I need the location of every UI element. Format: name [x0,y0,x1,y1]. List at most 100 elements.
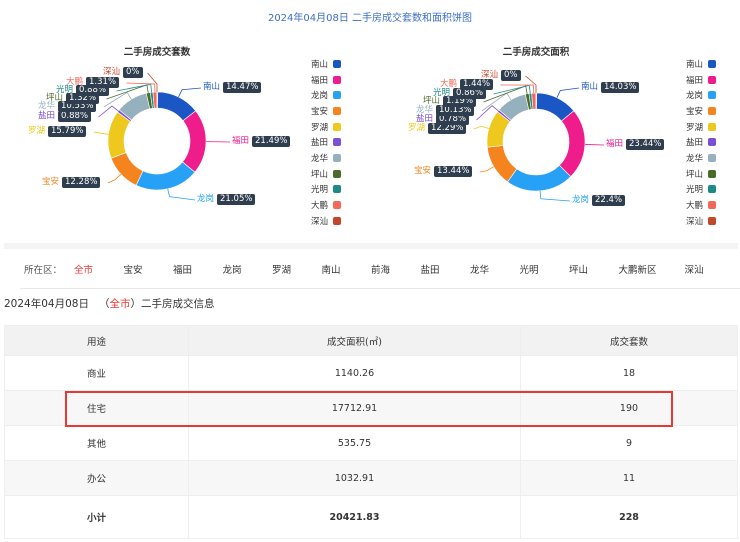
legend-swatch [708,153,716,162]
label-value: 1.44% [460,79,494,90]
legend-item[interactable]: 南山 [670,56,716,72]
district-5[interactable]: 南山 [321,265,341,276]
district-6[interactable]: 前海 [371,265,391,276]
label-name: 坪山 [423,96,441,106]
slice-龙岗[interactable] [135,161,196,191]
legend-label: 光明 [310,185,328,196]
legend-item[interactable]: 深汕 [670,213,716,229]
legend-item[interactable]: 福田 [670,72,716,88]
label-name: 龙华 [416,105,434,115]
slice-龙岗[interactable] [507,164,572,192]
legend-swatch [708,75,716,84]
leader-line [178,87,202,98]
label-name: 宝安 [414,166,432,176]
data-label: 盐田 0.88% [38,111,92,122]
legend-label: 南山 [685,59,703,70]
legend-swatch [333,122,341,131]
label-name: 深汕 [103,67,121,77]
data-label: 龙岗 22.4% [572,195,626,206]
slice-深汕[interactable] [535,92,538,110]
label-value: 21.49% [252,136,291,147]
label-value: 14.03% [601,82,640,93]
data-label: 龙华 10.53% [38,101,97,112]
legend-item[interactable]: 南山 [295,56,341,72]
cell: 住宅 [4,390,189,426]
leader-line [493,84,531,95]
district-9[interactable]: 光明 [519,265,539,276]
legend-label: 宝安 [310,106,328,117]
district-11[interactable]: 大鹏新区 [618,265,657,276]
cell: 17712.91 [188,390,521,426]
legend-item[interactable]: 宝安 [295,103,341,119]
legend-label: 龙岗 [685,91,703,102]
legend-item[interactable]: 光明 [295,182,341,198]
data-label: 龙华 10.13% [416,105,475,116]
cell: 办公 [4,460,189,496]
legend-item[interactable]: 龙岗 [670,87,716,103]
legend-item[interactable]: 盐田 [295,134,341,150]
legend-item[interactable]: 龙华 [295,150,341,166]
legend-swatch [333,169,341,178]
slice-福田[interactable] [182,110,207,173]
slice-深汕[interactable] [156,91,159,109]
legend-item[interactable]: 坪山 [295,166,341,182]
legend-item[interactable]: 坪山 [670,166,716,182]
leader-line [500,84,535,94]
label-value: 22.4% [592,195,626,206]
legend-swatch [333,201,341,210]
label-value: 0.78% [436,114,470,125]
legend-label: 深汕 [685,216,703,227]
leader-line [473,125,490,130]
legend-item[interactable]: 盐田 [670,134,716,150]
leader-line [107,173,122,184]
legend-item[interactable]: 龙华 [670,150,716,166]
cell: 9 [520,425,738,461]
chart-title: 二手房成交套数 [123,47,191,58]
district-12[interactable]: 深汕 [684,265,704,276]
table-total-row: 小计 20421.83 228 [4,495,738,539]
legend-item[interactable]: 大鹏 [670,197,716,213]
district-8[interactable]: 龙华 [470,265,490,276]
label-name: 龙岗 [572,195,590,205]
district-3[interactable]: 龙岗 [222,265,242,276]
label-name: 南山 [581,82,599,92]
label-name: 罗湖 [408,123,426,133]
label-name: 南山 [203,82,221,92]
legend-item[interactable]: 罗湖 [670,119,716,135]
legend-swatch [708,91,716,100]
label-name: 龙岗 [197,194,215,204]
data-label: 坪山 1.32% [46,93,100,104]
slice-宝安[interactable] [110,152,144,186]
district-10[interactable]: 坪山 [569,265,589,276]
legend: 南山福田 龙岗宝安罗湖盐田 龙华 坪山光明 大鹏 深汕 [295,56,341,229]
label-value: 14.47% [223,82,262,93]
legend-label: 盐田 [310,138,328,149]
legend-label: 宝安 [685,106,703,117]
slice-福田[interactable] [558,110,586,178]
cell: 535.75 [188,425,521,461]
filter-label: 所在区： [24,265,63,276]
legend-item[interactable]: 宝安 [670,103,716,119]
header-count: 成交套数 [520,325,738,356]
district-4[interactable]: 罗湖 [272,265,292,276]
legend-item[interactable]: 大鹏 [295,197,341,213]
cell: 228 [520,495,738,539]
district-0[interactable]: 全市 [74,265,94,276]
legend-label: 南山 [310,59,328,70]
district-7[interactable]: 盐田 [420,265,440,276]
divider [4,243,738,249]
legend-item[interactable]: 光明 [670,182,716,198]
district-2[interactable]: 福田 [173,265,193,276]
legend-item[interactable]: 龙岗 [295,87,341,103]
legend-item[interactable]: 福田 [295,72,341,88]
district-filter: 所在区： 全市 宝安 福田 龙岗 罗湖 南山 前海 盐田 龙华 光明 坪山 大鹏新区 深汕 [24,262,734,276]
data-label: 深汕 0% [481,70,521,81]
data-label: 南山 14.47% [203,82,262,93]
legend-swatch [708,122,716,131]
legend-item[interactable]: 深汕 [295,213,341,229]
legend-item[interactable]: 罗湖 [295,119,341,135]
district-1[interactable]: 宝安 [123,265,143,276]
legend-label: 福田 [685,75,703,86]
data-label: 福田 21.49% [232,136,291,147]
cell: 1032.91 [188,460,521,496]
